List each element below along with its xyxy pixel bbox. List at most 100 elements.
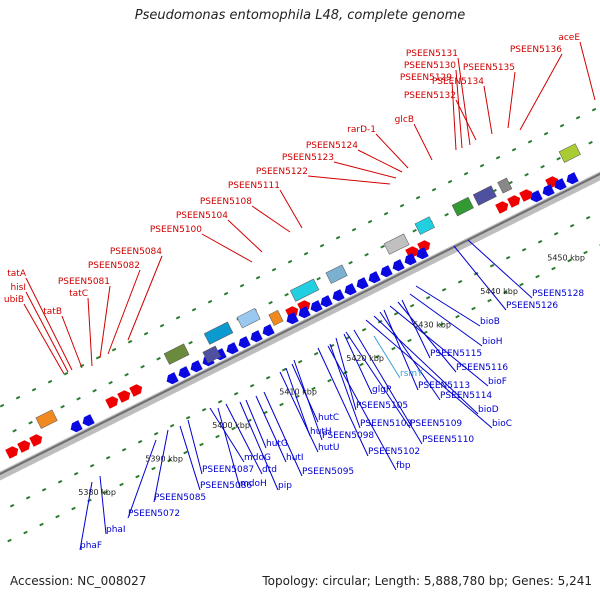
leader-line [279, 189, 303, 229]
reverse-gene-arrow [82, 414, 95, 427]
gene-label: PSEEN5134 [432, 77, 484, 87]
track-tick [111, 347, 117, 352]
leader-line [415, 285, 481, 327]
track-tick [63, 371, 69, 376]
leader-line [343, 333, 373, 395]
gene-label: PSEEN5131 [406, 49, 458, 59]
track-tick [135, 474, 140, 479]
scale-label: 5410 kbp [279, 387, 317, 396]
track-tick [348, 260, 353, 265]
leader-line [507, 71, 516, 129]
forward-gene-arrow [117, 390, 131, 403]
gene-label: aceE [558, 33, 580, 43]
track-tick [439, 322, 444, 327]
leader-line [107, 269, 141, 355]
reverse-gene-arrow [332, 289, 345, 302]
track-tick [583, 250, 588, 255]
gene-label: pip [278, 481, 292, 491]
track-tick [124, 372, 129, 377]
track-tick [108, 380, 113, 385]
track-tick [92, 388, 97, 393]
gene-label: bioD [478, 405, 499, 415]
track-tick [76, 396, 81, 401]
leader-line [23, 303, 65, 375]
track-tick [463, 171, 469, 176]
leader-line [153, 429, 169, 503]
leader-line [187, 419, 203, 475]
leader-line [251, 205, 291, 233]
gene-block [497, 177, 513, 194]
track-tick [169, 423, 175, 428]
track-tick [455, 314, 460, 319]
reverse-gene-arrow [566, 172, 579, 185]
track-tick [319, 243, 325, 248]
reverse-gene-arrow [554, 178, 567, 191]
track-tick [471, 306, 476, 311]
track-tick [457, 279, 463, 284]
leader-line [409, 293, 483, 347]
track-tick [351, 227, 357, 232]
track-tick [287, 259, 293, 264]
gene-label: PSEEN5116 [456, 363, 508, 373]
gene-label: bioB [480, 317, 500, 327]
gene-label: PSEEN5110 [422, 435, 474, 445]
track-tick [361, 327, 367, 332]
track-tick [231, 426, 236, 431]
reverse-gene-arrow [238, 336, 251, 349]
leader-line [99, 285, 111, 359]
leader-line [455, 69, 463, 149]
gene-block [558, 143, 581, 163]
track-tick [359, 362, 364, 367]
leader-line [285, 367, 311, 437]
gene-block [163, 343, 190, 365]
gene-block [325, 264, 348, 284]
track-tick [183, 450, 188, 455]
track-tick [503, 290, 508, 295]
scale-label: 5390 kbp [145, 454, 183, 463]
gene-label: PSEEN5102 [368, 447, 420, 457]
gene-label: PSEEN5135 [463, 63, 515, 73]
gene-label: PSEEN5082 [88, 261, 140, 271]
track-tick [591, 107, 597, 112]
reverse-gene-arrow [392, 259, 405, 272]
track-tick [249, 383, 255, 388]
gene-block [202, 345, 222, 364]
track-tick [399, 203, 405, 208]
gene-label: mdoH [240, 479, 267, 489]
leader-line [25, 291, 69, 373]
track-tick [15, 395, 21, 400]
topology-text: Topology: circular; Length: 5,888,780 bp… [262, 574, 592, 588]
track-tick [185, 415, 191, 420]
gene-label: PSEEN5100 [150, 225, 202, 235]
track-tick [265, 375, 271, 380]
leader-line [375, 133, 409, 169]
track-tick [364, 252, 369, 257]
track-tick [105, 455, 111, 460]
track-tick [447, 179, 453, 184]
reverse-gene-arrow [344, 283, 357, 296]
track-tick [383, 211, 389, 216]
forward-gene-arrow [507, 195, 521, 208]
track-tick [444, 212, 449, 217]
leader-line [217, 407, 241, 489]
scale-label: 5430 kbp [413, 320, 451, 329]
gene-label: PSEEN5129 [400, 73, 452, 83]
leader-line [579, 41, 596, 101]
reverse-gene-arrow [166, 372, 179, 385]
track-tick [215, 434, 220, 439]
gene-block [289, 278, 320, 302]
leader-line [245, 399, 267, 449]
track-tick [284, 292, 289, 297]
leader-line [127, 255, 163, 341]
leader-line [379, 311, 441, 401]
reverse-gene-arrow [542, 184, 555, 197]
forward-gene-arrow [129, 384, 143, 397]
gene-label: tatA [7, 269, 27, 279]
leader-line [209, 407, 245, 463]
leader-line [397, 301, 457, 373]
gene-label: phaI [106, 525, 126, 535]
track-tick [409, 303, 415, 308]
gene-label: PSEEN5115 [430, 349, 482, 359]
track-tick [271, 267, 277, 272]
track-tick [313, 351, 319, 356]
